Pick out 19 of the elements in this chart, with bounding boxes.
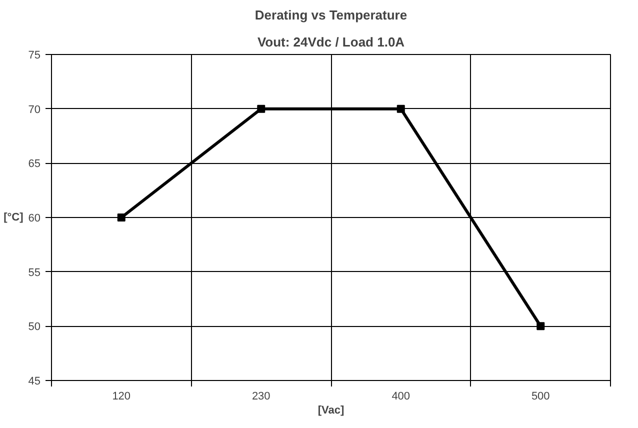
y-tick-label: 65 [28, 158, 41, 170]
chart-subtitle: Vout: 24Vdc / Load 1.0A [257, 34, 406, 50]
y-tick-label: 50 [28, 321, 41, 334]
y-tick-label: 70 [28, 104, 41, 116]
x-axis-title: [Vac] [318, 404, 344, 416]
x-tick-label: 400 [392, 390, 410, 402]
point [117, 214, 126, 222]
point [536, 322, 545, 330]
x-tick-label: 230 [252, 390, 270, 402]
point [396, 104, 405, 113]
chart-title: Derating vs Temperature [254, 8, 408, 22]
x-tick-label: 500 [531, 390, 550, 402]
y-tick-label: 75 [28, 50, 41, 62]
point [257, 104, 266, 113]
x-tick-label: 120 [112, 390, 131, 402]
y-tick-label: 55 [28, 266, 41, 279]
y-axis-title: [°C] [4, 212, 24, 224]
y-tick-label: 45 [28, 376, 41, 388]
y-tick-label: 60 [28, 212, 41, 224]
